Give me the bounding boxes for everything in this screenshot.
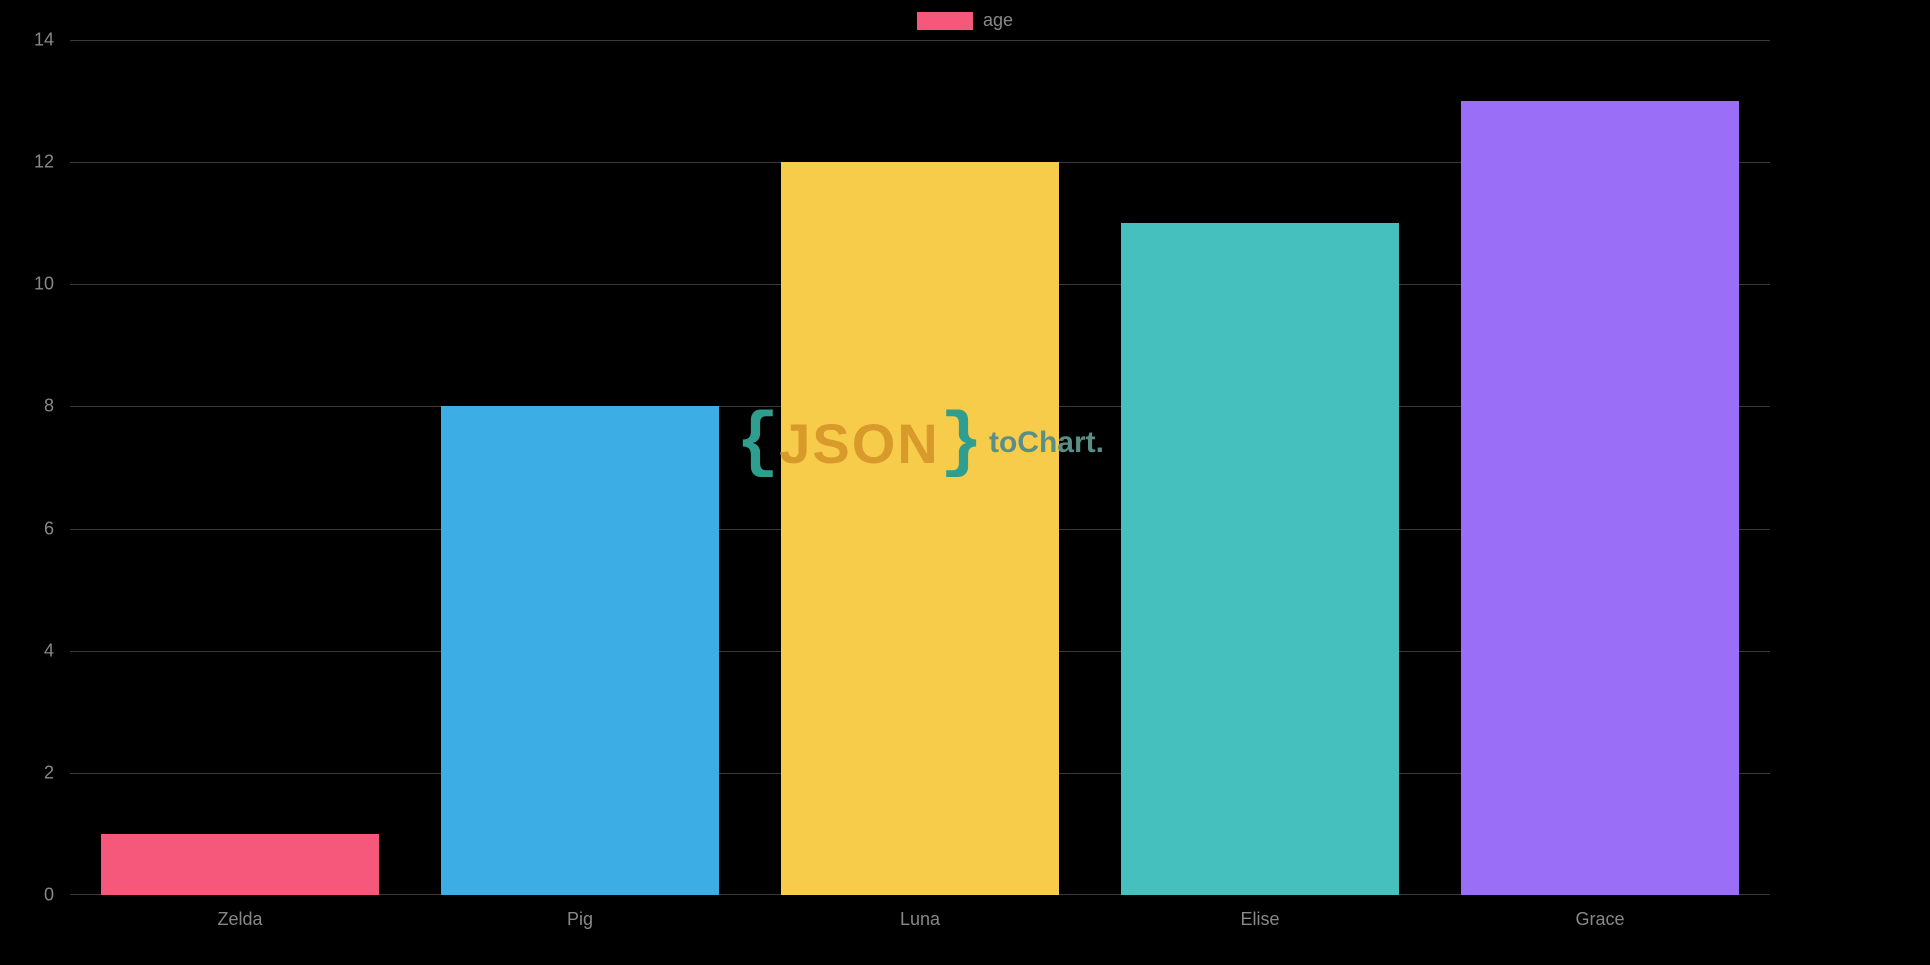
watermark: { JSON } toChart. [736, 402, 1104, 484]
watermark-brace-open: { [736, 402, 779, 484]
y-tick-label: 4 [44, 640, 70, 661]
x-tick-label: Luna [900, 895, 940, 930]
y-tick-label: 10 [34, 274, 70, 295]
watermark-brace-close: } [940, 402, 983, 484]
gridline [70, 40, 1770, 41]
y-tick-label: 6 [44, 518, 70, 539]
y-tick-label: 12 [34, 152, 70, 173]
x-tick-label: Pig [567, 895, 593, 930]
watermark-suffix: toChart. [989, 426, 1104, 460]
bar [1121, 223, 1400, 895]
bar-chart: age 0 2 4 6 8 10 12 14 Zelda Pig Luna Elise Grace { … [0, 0, 1930, 965]
legend: age [917, 10, 1013, 31]
legend-label: age [983, 10, 1013, 31]
x-tick-label: Elise [1240, 895, 1279, 930]
x-tick-label: Grace [1575, 895, 1624, 930]
bar [781, 162, 1060, 895]
y-tick-label: 0 [44, 885, 70, 906]
y-tick-label: 14 [34, 30, 70, 51]
x-tick-label: Zelda [217, 895, 262, 930]
watermark-json: JSON [779, 411, 940, 476]
bar [1461, 101, 1740, 895]
bar [441, 406, 720, 895]
y-tick-label: 8 [44, 396, 70, 417]
bar [101, 834, 380, 895]
y-tick-label: 2 [44, 762, 70, 783]
legend-swatch [917, 12, 973, 30]
